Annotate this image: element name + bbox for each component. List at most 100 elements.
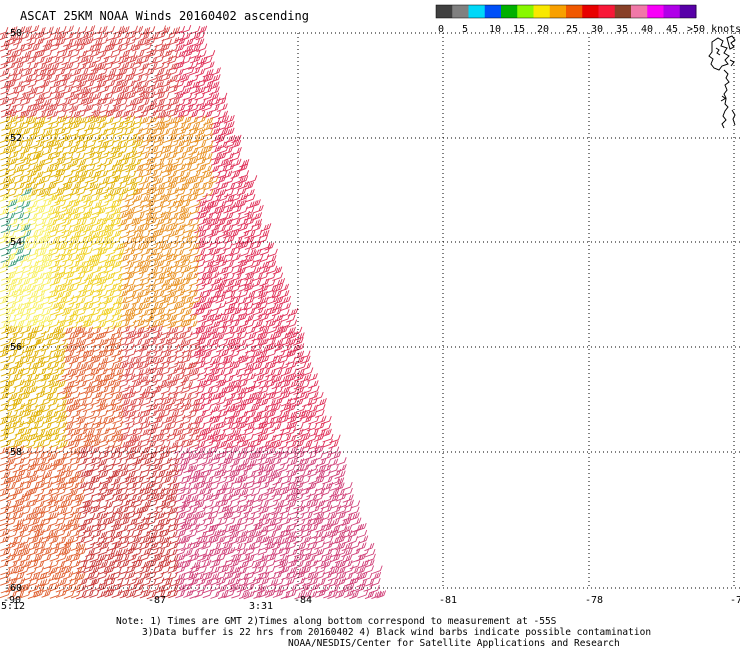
wind-barb <box>133 56 143 65</box>
wind-barb <box>169 241 179 250</box>
wind-barb <box>231 278 242 288</box>
wind-barb <box>231 463 243 473</box>
wind-barb <box>35 451 46 460</box>
wind-barb <box>189 295 201 305</box>
wind-barb <box>40 397 52 406</box>
wind-barb <box>274 349 286 359</box>
wind-barb <box>336 566 346 575</box>
wind-barb <box>162 140 173 149</box>
wind-barb <box>119 559 130 569</box>
wind-barb <box>92 224 104 233</box>
wind-barb <box>78 386 89 396</box>
wind-barb <box>126 307 137 317</box>
wind-barb <box>138 391 150 401</box>
wind-barb <box>56 115 68 124</box>
wind-barb <box>154 313 166 323</box>
wind-barb <box>271 457 283 466</box>
wind-barb <box>299 410 311 420</box>
wind-barb <box>82 499 93 509</box>
wind-barb <box>36 159 46 168</box>
wind-barb <box>223 506 234 515</box>
wind-barb <box>131 32 142 41</box>
wind-barb <box>98 314 109 323</box>
wind-barb <box>195 199 207 209</box>
wind-barb <box>26 32 38 41</box>
wind-barb <box>264 416 275 426</box>
wind-barb <box>182 451 194 461</box>
wind-barb <box>105 559 117 568</box>
wind-barb <box>126 290 137 299</box>
wind-barb <box>232 181 244 190</box>
wind-barb <box>40 535 51 544</box>
wind-barb <box>229 469 241 479</box>
wind-barb <box>36 188 46 197</box>
wind-barb <box>208 265 219 274</box>
wind-barb <box>147 253 160 262</box>
wind-barb <box>78 284 89 293</box>
wind-barb <box>152 325 163 334</box>
wind-barb <box>210 110 221 120</box>
wind-barb <box>246 381 257 390</box>
wind-barb <box>230 200 241 209</box>
wind-barb <box>153 493 165 502</box>
wind-barb <box>244 427 255 436</box>
wind-barb <box>132 499 143 508</box>
wind-barb <box>98 254 111 264</box>
wind-barb <box>210 529 222 538</box>
wind-barb <box>75 572 86 581</box>
wind-barb <box>154 61 165 71</box>
wind-barb <box>174 283 185 293</box>
wind-barb <box>294 560 304 569</box>
wind-barb <box>90 296 102 305</box>
wind-barb <box>251 392 263 401</box>
wind-barb <box>0 571 11 580</box>
wind-barb <box>174 43 185 53</box>
wind-barb <box>55 368 65 377</box>
wind-barb <box>111 566 122 576</box>
wind-barb <box>258 500 269 510</box>
wind-barb <box>322 446 334 455</box>
wind-barb <box>145 391 157 400</box>
wind-barb <box>124 115 136 125</box>
wind-barb <box>175 590 186 599</box>
wind-barb <box>167 200 178 209</box>
wind-barb <box>328 542 341 552</box>
wind-barb <box>55 133 67 143</box>
wind-barb <box>63 295 75 304</box>
wind-barb <box>232 392 244 401</box>
wind-barb <box>285 403 297 413</box>
wind-barb <box>154 87 164 96</box>
wind-barb <box>274 529 286 539</box>
wind-barb <box>146 524 158 534</box>
wind-barb <box>97 242 108 251</box>
wind-barb <box>334 477 345 486</box>
wind-barb <box>279 529 292 538</box>
wind-barb <box>40 98 53 108</box>
wind-barb <box>327 458 339 468</box>
wind-barb <box>195 397 206 406</box>
wind-barb <box>97 487 108 496</box>
wind-barb <box>148 462 160 472</box>
wind-barb <box>119 511 130 521</box>
wind-barb <box>63 270 75 280</box>
pass-time-label: 3:31 <box>249 601 273 612</box>
wind-barb <box>182 235 194 245</box>
wind-barb <box>98 193 110 202</box>
wind-barb <box>98 451 110 460</box>
wind-barb <box>21 25 32 34</box>
wind-barb <box>168 92 179 101</box>
wind-barb <box>251 541 262 550</box>
wind-barb <box>70 542 81 552</box>
wind-barb <box>56 49 68 59</box>
wind-barb <box>182 134 194 143</box>
wind-barb <box>125 452 136 461</box>
wind-barb <box>48 62 60 72</box>
wind-barb <box>63 571 74 580</box>
wind-barb <box>83 314 93 323</box>
wind-barb <box>42 387 53 396</box>
lon-label: -81 <box>439 595 457 606</box>
wind-barb <box>159 68 171 78</box>
wind-barb <box>154 187 165 197</box>
wind-barb <box>20 127 31 136</box>
wind-barb <box>238 229 250 239</box>
